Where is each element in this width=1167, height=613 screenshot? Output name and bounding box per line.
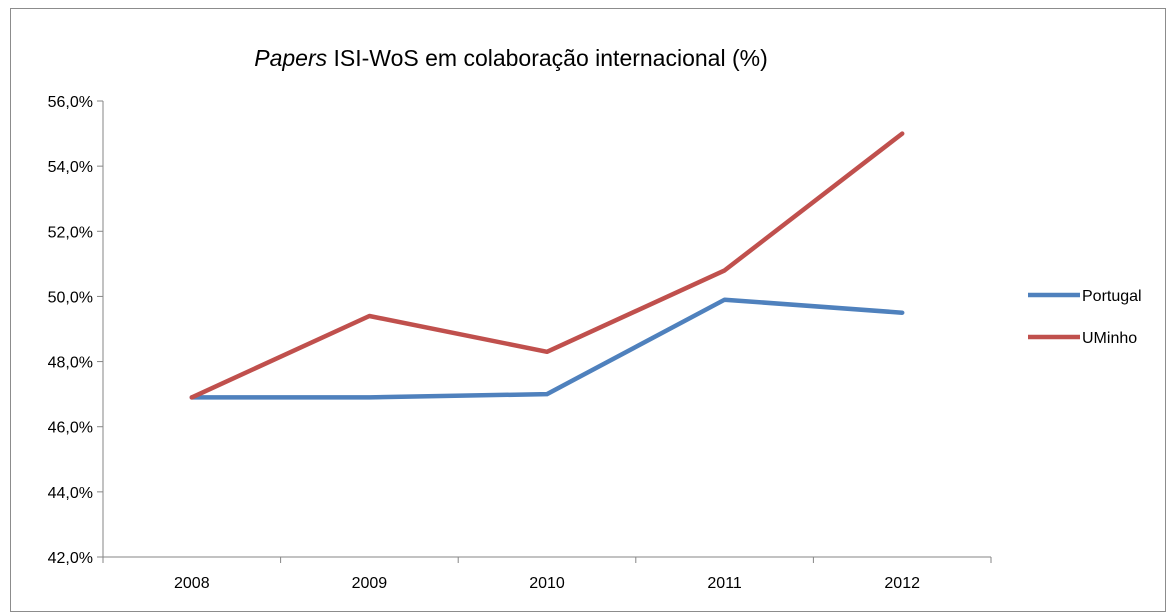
- chart-title: Papers ISI-WoS em colaboração internacio…: [254, 45, 767, 71]
- y-tick-label: 52,0%: [48, 224, 93, 241]
- x-tick-label: 2008: [174, 575, 210, 592]
- legend-label-uminho: UMinho: [1082, 330, 1137, 347]
- y-tick-label: 50,0%: [48, 289, 93, 306]
- y-tick-label: 56,0%: [48, 94, 93, 111]
- x-tick-label: 2010: [529, 575, 565, 592]
- series-layer: [189, 131, 905, 400]
- legend-label-portugal: Portugal: [1082, 288, 1142, 305]
- series-line-portugal: [189, 297, 905, 400]
- chart-title-italic: Papers: [254, 45, 327, 71]
- y-tick-label: 46,0%: [48, 420, 93, 437]
- y-tick-label: 42,0%: [48, 550, 93, 567]
- axes: 42,0% 44,0% 46,0% 48,0% 50,0% 52,0% 54,0% 56,0%…: [48, 94, 992, 592]
- y-tick-label: 54,0%: [48, 159, 93, 176]
- x-tick-label: 2012: [884, 575, 920, 592]
- x-tick-label: 2011: [707, 575, 742, 592]
- y-tick-label: 44,0%: [48, 485, 93, 502]
- y-tick-label: 48,0%: [48, 355, 93, 372]
- chart-title-rest: ISI-WoS em colaboração internacional (%): [327, 45, 768, 71]
- chart-frame: [10, 8, 1166, 612]
- series-line-uminho: [189, 131, 905, 400]
- x-tick-label: 2009: [352, 575, 388, 592]
- legend: Portugal UMinho: [1028, 288, 1142, 347]
